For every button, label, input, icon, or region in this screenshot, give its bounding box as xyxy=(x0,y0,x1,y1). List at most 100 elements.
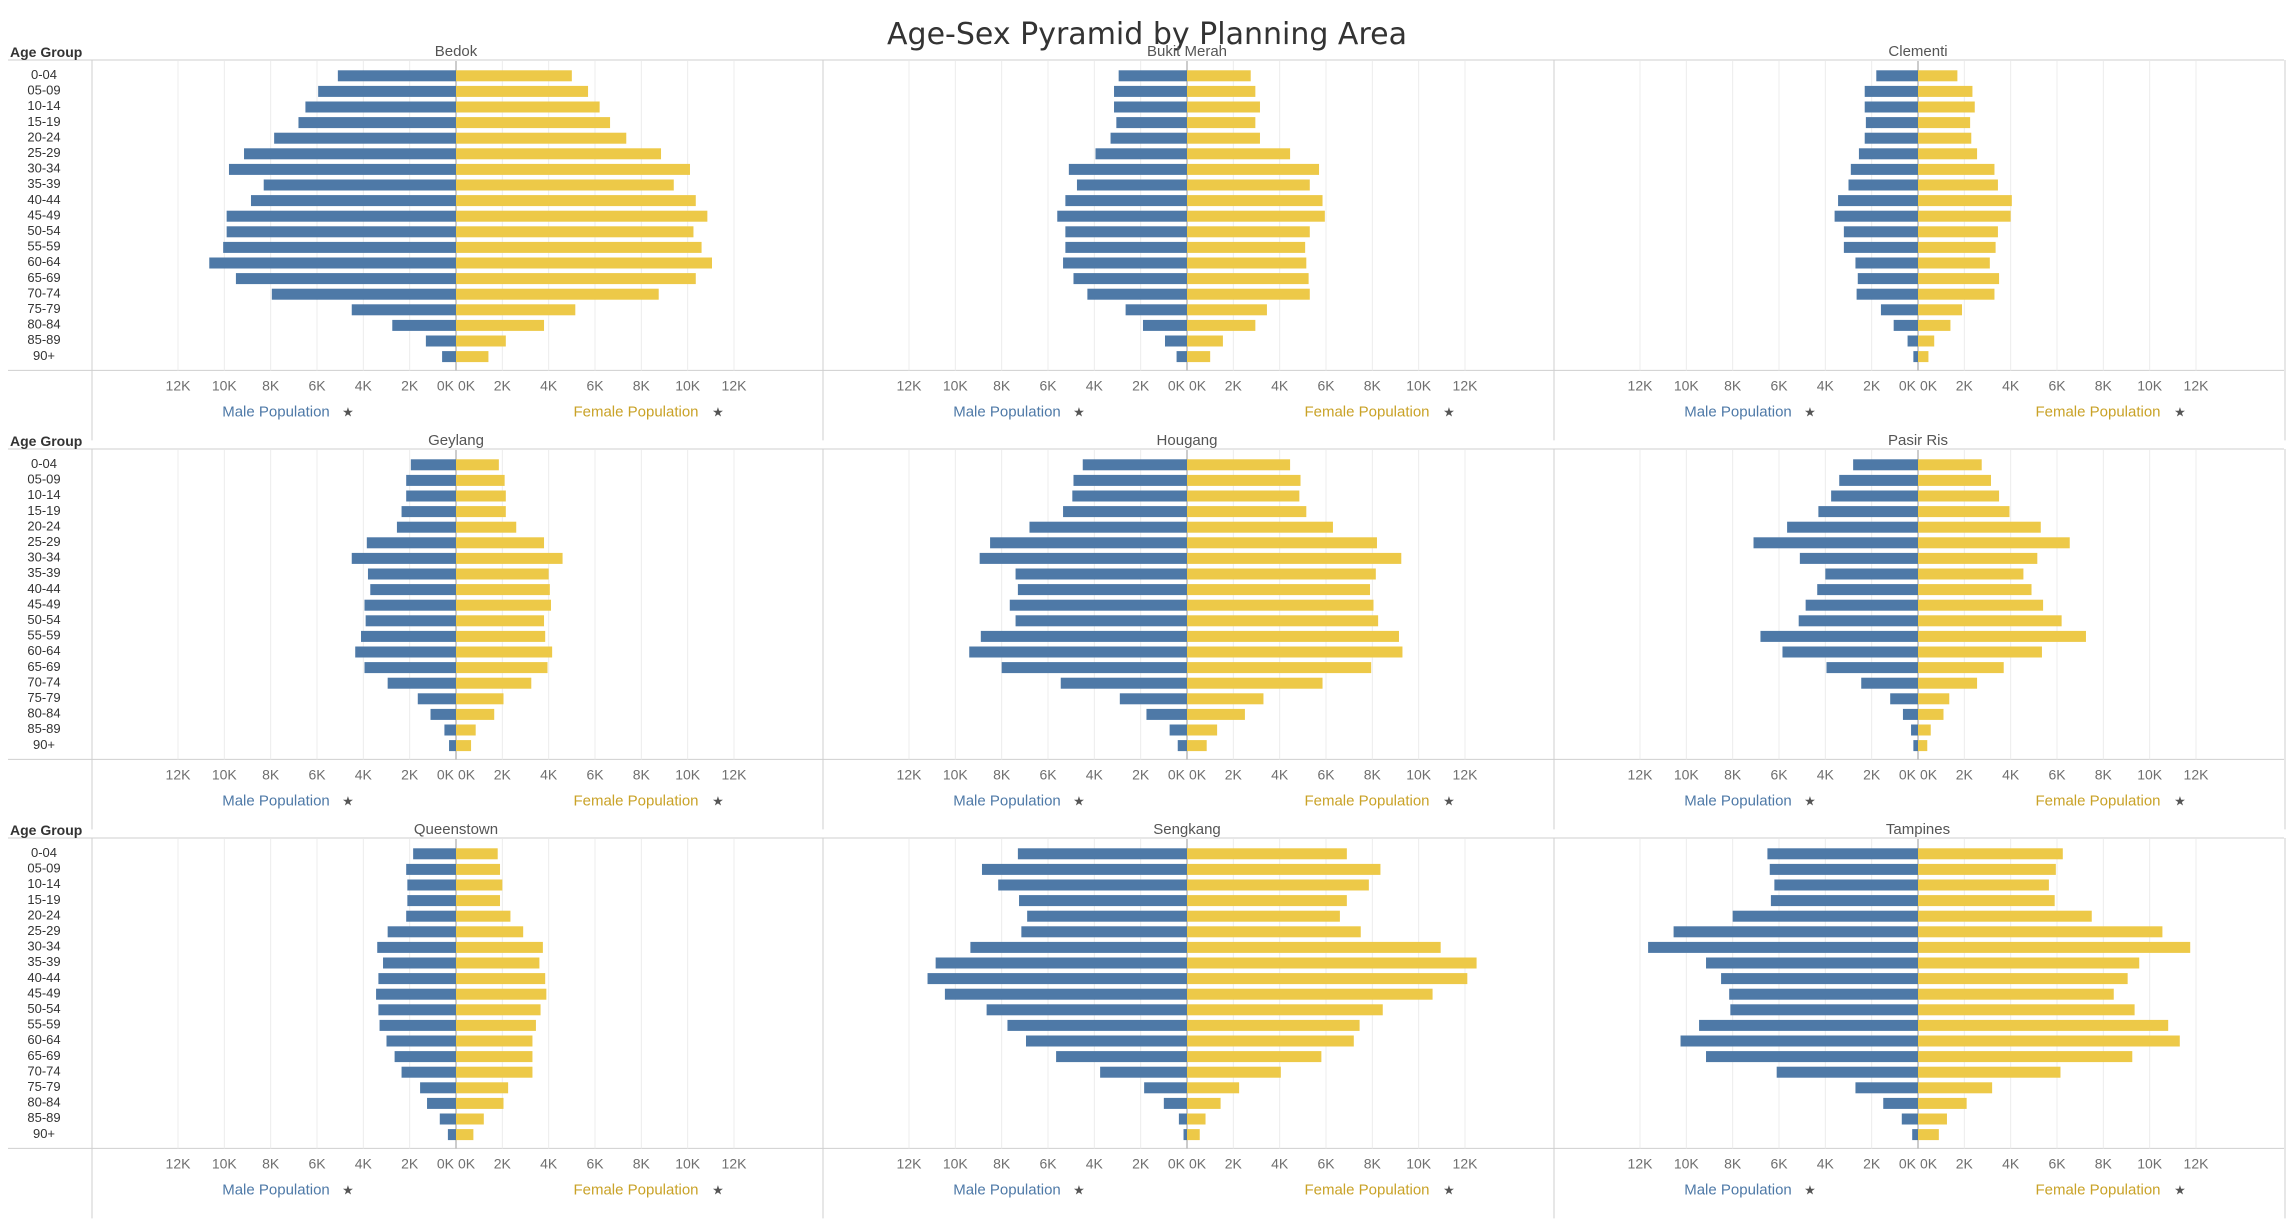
age-group-header: Age Group xyxy=(10,822,82,838)
female-axis-title: Female Population xyxy=(1304,1181,1429,1198)
female-bar xyxy=(1918,957,2140,969)
female-bar xyxy=(1918,117,1971,129)
female-bar xyxy=(1187,319,1256,331)
male-bar xyxy=(401,506,456,518)
male-bar xyxy=(1680,1035,1918,1047)
female-bar xyxy=(1918,210,2011,222)
pin-icon[interactable]: ★ xyxy=(712,1182,724,1197)
female-bar xyxy=(1187,879,1369,891)
female-bar xyxy=(1187,910,1340,922)
male-bar xyxy=(1699,1019,1918,1031)
age-group-label: 85-89 xyxy=(27,721,60,736)
pin-icon[interactable]: ★ xyxy=(2174,404,2186,419)
female-bar xyxy=(1187,179,1310,191)
male-bar xyxy=(364,662,456,674)
male-bar xyxy=(305,101,456,113)
x-tick-label: 0K xyxy=(1168,1155,1186,1171)
male-bar xyxy=(1142,319,1187,331)
x-tick-label: 2K xyxy=(1956,1155,1974,1171)
female-bar xyxy=(1918,552,2038,564)
female-bar xyxy=(1918,646,2042,658)
female-bar xyxy=(1187,273,1309,285)
female-bar xyxy=(456,117,611,129)
female-bar xyxy=(1918,599,2044,611)
male-bar xyxy=(406,490,456,502)
male-bar xyxy=(383,957,456,969)
male-bar xyxy=(1146,708,1187,720)
x-tick-label: 10K xyxy=(1674,766,1700,782)
male-bar xyxy=(1144,1082,1187,1094)
female-bar xyxy=(1187,646,1403,658)
male-bar xyxy=(986,1004,1187,1016)
female-axis-title: Female Population xyxy=(573,403,698,420)
x-tick-label: 8K xyxy=(1724,377,1742,393)
pin-icon[interactable]: ★ xyxy=(342,793,354,808)
male-bar xyxy=(1913,740,1918,752)
x-tick-label: 12K xyxy=(897,377,923,393)
male-bar xyxy=(1856,288,1918,300)
pin-icon[interactable]: ★ xyxy=(342,1182,354,1197)
female-bar xyxy=(1187,101,1260,113)
female-bar xyxy=(456,1113,484,1125)
x-tick-label: 10K xyxy=(1674,377,1700,393)
panel-title: Hougang xyxy=(1157,432,1218,449)
pin-icon[interactable]: ★ xyxy=(2174,1182,2186,1197)
pin-icon[interactable]: ★ xyxy=(712,404,724,419)
pin-icon[interactable]: ★ xyxy=(1073,793,1085,808)
x-tick-label: 12K xyxy=(2184,1155,2210,1171)
pin-icon[interactable]: ★ xyxy=(712,793,724,808)
female-bar xyxy=(1187,941,1441,953)
age-group-label: 60-64 xyxy=(27,1032,60,1047)
female-bar xyxy=(1918,615,2062,627)
female-bar xyxy=(1187,926,1361,938)
panel-title: Bedok xyxy=(435,43,478,60)
male-bar xyxy=(1073,273,1187,285)
pin-icon[interactable]: ★ xyxy=(1443,793,1455,808)
male-bar xyxy=(970,941,1187,953)
pin-icon[interactable]: ★ xyxy=(2174,793,2186,808)
male-bar xyxy=(1673,926,1918,938)
x-tick-label: 12K xyxy=(1453,766,1479,782)
x-tick-label: 0K xyxy=(1189,377,1207,393)
x-tick-label: 12K xyxy=(1628,377,1654,393)
female-bar xyxy=(1187,490,1300,502)
x-tick-label: 2K xyxy=(494,766,512,782)
x-tick-label: 0K xyxy=(1899,377,1917,393)
bar-layer xyxy=(209,70,2191,1141)
male-axis-title: Male Population xyxy=(222,403,330,420)
female-bar xyxy=(456,973,546,985)
x-tick-label: 12K xyxy=(722,377,748,393)
pin-icon[interactable]: ★ xyxy=(1804,1182,1816,1197)
male-bar xyxy=(263,179,456,191)
female-bar xyxy=(1187,895,1347,907)
female-bar xyxy=(1918,226,1998,238)
male-bar xyxy=(1767,848,1918,860)
pin-icon[interactable]: ★ xyxy=(1073,404,1085,419)
pin-icon[interactable]: ★ xyxy=(1443,404,1455,419)
pin-icon[interactable]: ★ xyxy=(1804,404,1816,419)
x-tick-label: 12K xyxy=(722,1155,748,1171)
female-bar xyxy=(456,1066,533,1078)
female-bar xyxy=(1918,273,2000,285)
age-group-label: 0-04 xyxy=(31,456,57,471)
age-group-label: 70-74 xyxy=(27,1063,60,1078)
pin-icon[interactable]: ★ xyxy=(1073,1182,1085,1197)
female-bar xyxy=(1918,1129,1939,1141)
age-group-label: 65-69 xyxy=(27,659,60,674)
male-bar xyxy=(427,1097,456,1109)
female-bar xyxy=(456,957,540,969)
pin-icon[interactable]: ★ xyxy=(1804,793,1816,808)
age-group-label: 20-24 xyxy=(27,518,60,533)
male-bar xyxy=(366,537,456,549)
male-bar xyxy=(1902,708,1918,720)
female-bar xyxy=(456,552,563,564)
age-group-label: 05-09 xyxy=(27,861,60,876)
pin-icon[interactable]: ★ xyxy=(1443,1182,1455,1197)
female-bar xyxy=(456,226,694,238)
female-bar xyxy=(1918,148,1978,160)
pin-icon[interactable]: ★ xyxy=(342,404,354,419)
female-bar xyxy=(1918,1019,2169,1031)
male-bar xyxy=(1178,1113,1187,1125)
age-group-label: 40-44 xyxy=(27,970,60,985)
age-group-label: 75-79 xyxy=(27,690,60,705)
